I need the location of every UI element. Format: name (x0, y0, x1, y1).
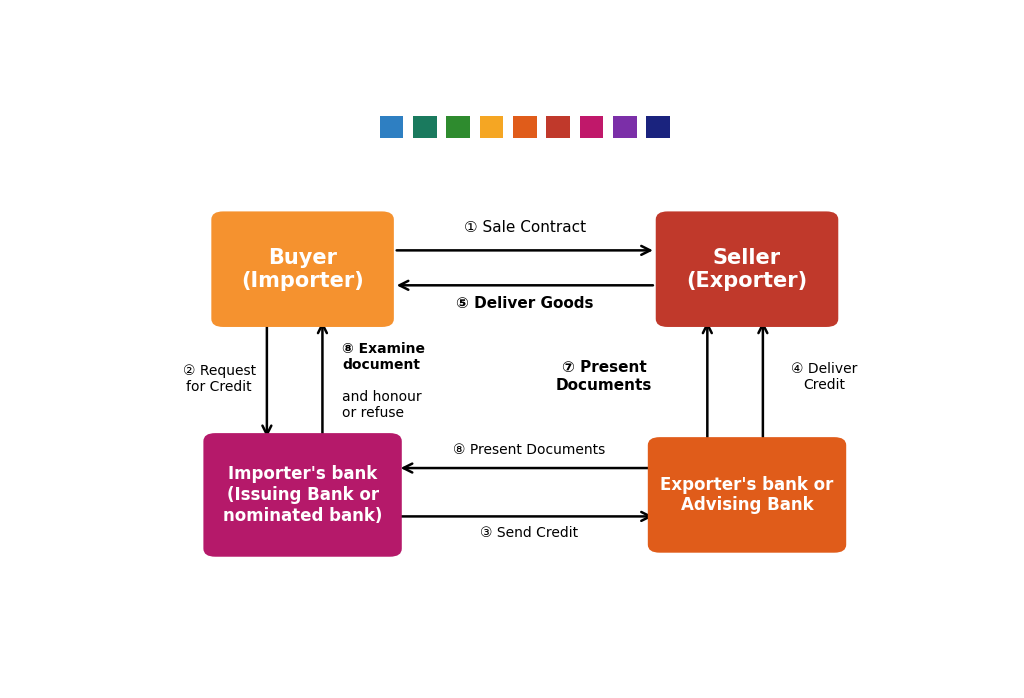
Text: ⑧ Examine
document: ⑧ Examine document (342, 342, 425, 372)
FancyBboxPatch shape (646, 116, 670, 138)
Text: Buyer
(Importer): Buyer (Importer) (242, 248, 364, 291)
FancyBboxPatch shape (648, 437, 846, 553)
Text: and honour
or refuse: and honour or refuse (342, 390, 422, 420)
FancyBboxPatch shape (211, 211, 394, 327)
FancyBboxPatch shape (380, 116, 403, 138)
Text: ⑦ Present
Documents: ⑦ Present Documents (556, 360, 652, 393)
FancyBboxPatch shape (546, 116, 570, 138)
FancyBboxPatch shape (413, 116, 436, 138)
FancyBboxPatch shape (655, 211, 839, 327)
FancyBboxPatch shape (513, 116, 537, 138)
FancyBboxPatch shape (613, 116, 637, 138)
FancyBboxPatch shape (479, 116, 504, 138)
FancyBboxPatch shape (204, 433, 401, 557)
FancyBboxPatch shape (580, 116, 603, 138)
Text: Importer's bank
(Issuing Bank or
nominated bank): Importer's bank (Issuing Bank or nominat… (223, 465, 382, 525)
Text: ② Request
for Credit: ② Request for Credit (182, 364, 256, 394)
Text: Exporter's bank or
Advising Bank: Exporter's bank or Advising Bank (660, 475, 834, 514)
Text: ① Sale Contract: ① Sale Contract (464, 221, 586, 235)
FancyBboxPatch shape (446, 116, 470, 138)
Text: ⑤ Deliver Goods: ⑤ Deliver Goods (456, 296, 594, 311)
Text: ③ Send Credit: ③ Send Credit (479, 526, 578, 540)
Text: ④ Deliver
Credit: ④ Deliver Credit (791, 362, 857, 392)
Text: ⑧ Present Documents: ⑧ Present Documents (453, 443, 605, 457)
Text: Seller
(Exporter): Seller (Exporter) (686, 248, 808, 291)
